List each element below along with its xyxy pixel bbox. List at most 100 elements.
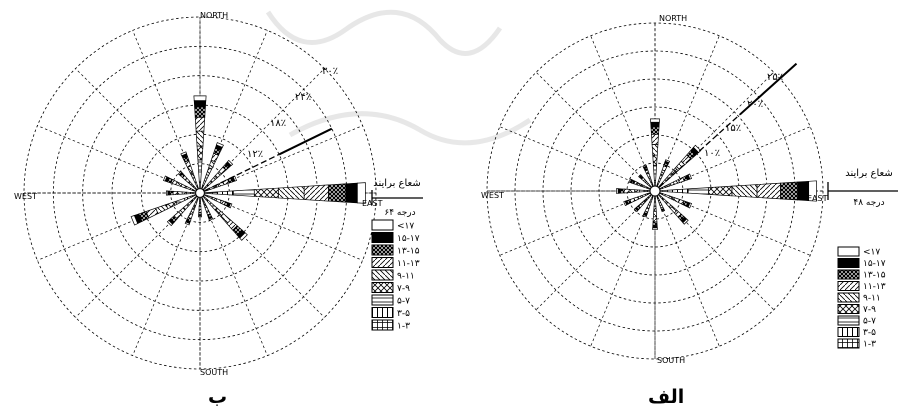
petal-band <box>208 217 214 221</box>
petal-band <box>175 197 186 205</box>
sector-bracket <box>827 182 898 200</box>
compass-west: WEST <box>481 191 504 200</box>
petal-ENE <box>659 173 693 190</box>
petal-SSW <box>642 195 654 218</box>
wind-rose-right: NORTH SOUTH EAST WEST ۱۰٪ ۱۵٪ ۲۰٪ ۲۵٪ شع… <box>481 14 898 408</box>
petal-band <box>233 189 255 197</box>
petal-band <box>633 207 639 213</box>
petal-band <box>165 190 169 196</box>
panel-label: ب <box>208 386 227 408</box>
petal-band <box>808 180 817 202</box>
resultant-vector <box>278 127 333 156</box>
petal-band <box>672 188 689 194</box>
petal-band <box>169 190 174 196</box>
sector-degree: ۴۸ درجه <box>853 198 884 208</box>
petals <box>130 95 366 241</box>
petal-band <box>198 171 202 182</box>
petal-band <box>216 190 234 196</box>
petal-band <box>652 225 658 229</box>
petal-band <box>198 180 202 189</box>
petal-band <box>198 215 202 218</box>
compass-south: SOUTH <box>200 368 228 377</box>
petal-band <box>653 198 657 203</box>
ring-label-3: ۲۰٪ <box>747 99 763 110</box>
petal-band <box>653 173 657 181</box>
legend-label: ۷-۹ <box>863 305 876 315</box>
calm-circle <box>649 185 661 197</box>
grid-spoke <box>499 126 647 188</box>
petal-band <box>232 175 238 182</box>
petal-band <box>345 182 358 204</box>
petal-band <box>165 200 178 210</box>
petal-band <box>731 184 758 198</box>
legend-label: <۱۷ <box>863 248 880 258</box>
legend-swatch <box>837 292 860 303</box>
petal-band <box>650 121 660 128</box>
grid-spoke <box>535 197 649 311</box>
petal-band <box>659 189 673 193</box>
sector-bracket <box>371 190 423 205</box>
grid-spoke <box>75 68 193 186</box>
legend-swatch <box>837 246 860 257</box>
petal-E <box>659 180 817 202</box>
petal-band <box>216 142 224 148</box>
legend-label: ۷-۹ <box>397 284 410 294</box>
petal-band <box>253 187 279 199</box>
legend-label: ۱-۳ <box>863 340 876 350</box>
petal-band <box>653 164 657 175</box>
calm-circle <box>195 188 205 198</box>
petal-band <box>756 182 781 200</box>
watermark <box>265 9 532 146</box>
ring-label-2: ۱۸٪ <box>270 118 286 129</box>
petal-SE <box>202 195 248 241</box>
petal-band <box>652 154 658 166</box>
legend-swatch <box>371 307 394 318</box>
grid-spoke <box>590 199 652 347</box>
petal-band <box>634 189 640 193</box>
petal-band <box>194 106 206 118</box>
sector-label: شعاع برایند <box>373 178 421 189</box>
legend-label: ۳-۵ <box>397 309 410 319</box>
petal-W <box>616 188 651 194</box>
petal-band <box>198 203 202 207</box>
compass-west: WEST <box>14 192 37 201</box>
petal-WNW <box>162 175 197 193</box>
ring-label-3: ۲۴٪ <box>295 92 311 103</box>
legend-label: ۹-۱۱ <box>397 272 415 282</box>
legend-swatch <box>837 258 860 268</box>
petal-band <box>664 159 671 164</box>
petal-SE <box>657 193 689 225</box>
legend-swatch <box>371 257 394 268</box>
petal-band <box>687 187 709 195</box>
petal-ESE <box>659 192 693 209</box>
petal-band <box>653 180 657 187</box>
petal-band <box>651 133 659 145</box>
petal-NNE <box>200 142 224 190</box>
petal-band <box>198 209 202 213</box>
legend-label: ۱۵-۱۷ <box>863 259 886 269</box>
petal-N <box>650 118 660 187</box>
petal-band <box>708 185 733 197</box>
petal-SSW <box>184 196 200 226</box>
petal-band <box>194 116 206 132</box>
sector-degree: ۶۴ درجه <box>384 208 415 218</box>
petal-band <box>661 209 666 213</box>
sector-label: شعاع برایند <box>845 168 893 179</box>
legend-swatch <box>837 304 860 314</box>
legend-swatch <box>371 294 394 306</box>
grid-spoke <box>499 194 647 256</box>
petal-S <box>652 195 658 230</box>
petal-NNE <box>656 159 671 187</box>
petal-band <box>653 211 657 218</box>
petal-WSW <box>130 193 197 226</box>
petal-band <box>130 215 139 226</box>
legend-swatch <box>371 244 394 256</box>
petal-WNW <box>628 178 651 190</box>
petal-band <box>652 216 658 223</box>
grid-spoke <box>590 35 652 183</box>
petal-W <box>165 190 196 196</box>
petal-SSE <box>656 195 666 213</box>
petal-band <box>196 145 204 161</box>
